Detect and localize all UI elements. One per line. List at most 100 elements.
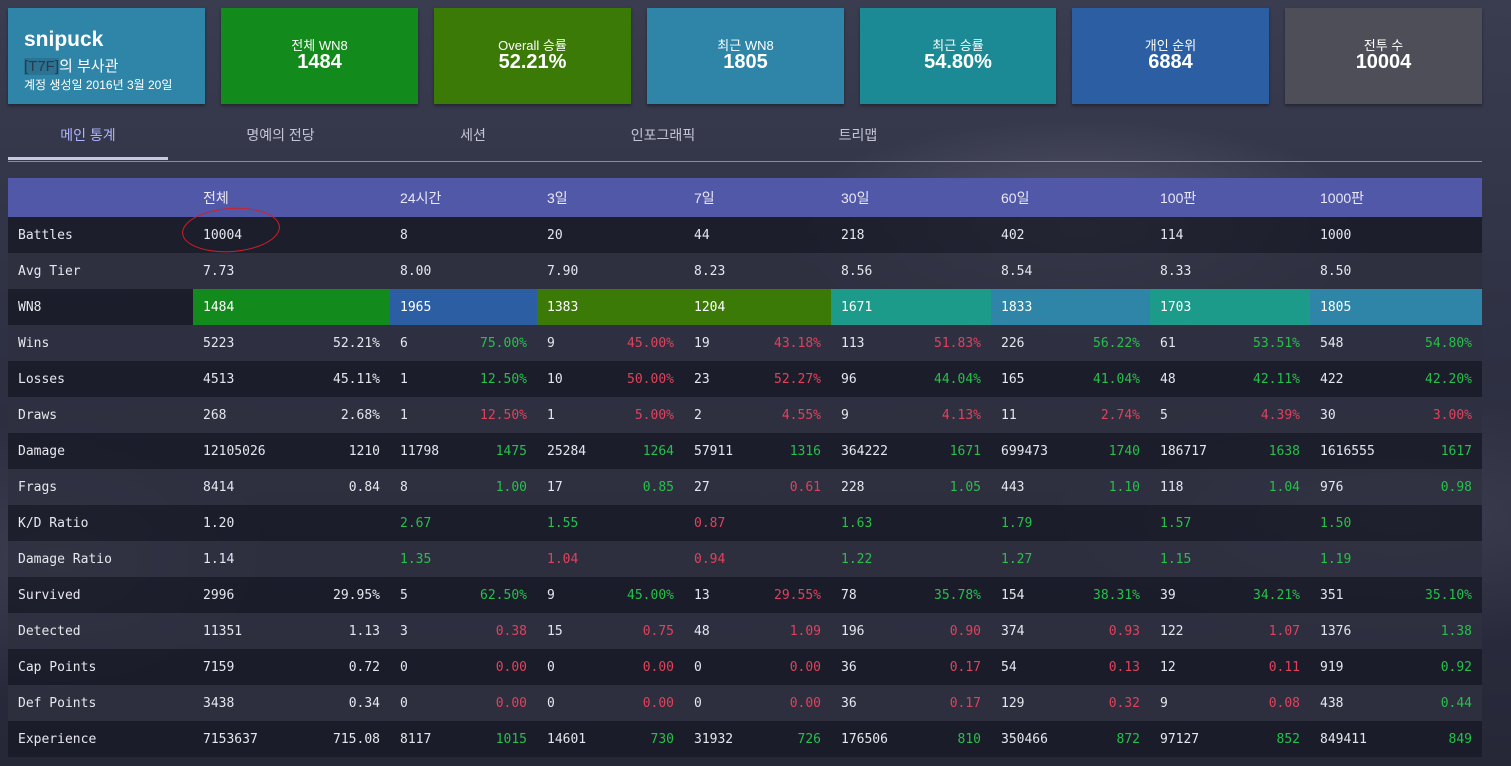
cell-pair: 1616555 1617 (1320, 444, 1472, 459)
cell-value: 5223 (203, 335, 235, 351)
cell-value: 849411 (1320, 731, 1367, 747)
cell-pair: 23 52.27% (694, 372, 821, 387)
cell-value: 176506 (841, 731, 888, 747)
table-cell: 1.27 (991, 541, 1150, 577)
cell-ratio: 4.55% (781, 407, 821, 423)
table-row: Cap Points 7159 0.72 0 0.00 0 0.00 0 0.00 36 0.17 5… (8, 649, 1482, 685)
table-row: Avg Tier 7.73 8.00 7.90 8.23 8.56 8.54 8.33 8.50 (8, 253, 1482, 289)
cell-ratio: 0.61 (789, 479, 821, 495)
row-label: Damage (8, 433, 193, 469)
cell-value: 96 (841, 371, 857, 387)
cell-value: 1 (547, 407, 555, 423)
cell-ratio: 0.34 (348, 695, 380, 711)
column-header[interactable]: 3일 (537, 178, 684, 217)
cell-pair: 4513 45.11% (203, 372, 380, 387)
cell-ratio: 1.09 (789, 623, 821, 639)
cell-value: 699473 (1001, 443, 1048, 459)
table-cell: 31932 726 (684, 721, 831, 757)
table-cell: 0 0.00 (684, 649, 831, 685)
column-header[interactable]: 전체 (193, 178, 390, 217)
table-cell: 849411 849 (1310, 721, 1482, 757)
cell-pair: 226 56.22% (1001, 336, 1140, 351)
table-cell: 6 75.00% (390, 325, 537, 361)
tab-treemap[interactable]: 트리맵 (838, 127, 878, 143)
table-row: Battles 10004 8 20 44 218 402 114 1000 (8, 217, 1482, 253)
column-header[interactable]: 24시간 (390, 178, 537, 217)
tab-sessions[interactable]: 세션 (460, 127, 486, 143)
cell-pair: 3438 0.34 (203, 696, 380, 711)
table-cell: 402 (991, 217, 1150, 253)
cell-pair: 7159 0.72 (203, 660, 380, 675)
cell-ratio: 1740 (1108, 443, 1140, 459)
cell-ratio: 852 (1276, 731, 1300, 747)
clan-rank: 의 부사관 (59, 58, 119, 75)
cell-pair: 57911 1316 (694, 444, 821, 459)
cell-ratio: 0.85 (642, 479, 674, 495)
player-name[interactable]: snipuck (24, 28, 104, 51)
table-cell: 36 0.17 (831, 649, 991, 685)
cell-ratio: 0.72 (348, 659, 380, 675)
table-row: Experience 7153637 715.08 8117 1015 14601 730 3… (8, 721, 1482, 757)
cell-pair: 129 0.32 (1001, 696, 1140, 711)
cell-pair: 17 0.85 (547, 480, 674, 495)
table-body: Battles 10004 8 20 44 218 402 114 1000 Avg Tier 7.… (8, 217, 1482, 757)
cell-pair: 19 43.18% (694, 336, 821, 351)
cell-value: 374 (1001, 623, 1025, 639)
cell-pair: 36 0.17 (841, 660, 981, 675)
cell-pair: 9 0.08 (1160, 696, 1300, 711)
cell-ratio: 38.31% (1093, 587, 1140, 603)
cell-value: 54 (1001, 659, 1017, 675)
cell-pair: 3 0.38 (400, 624, 527, 639)
table-row: Wins 5223 52.21% 6 75.00% 9 45.00% 19 43.18% 113 5… (8, 325, 1482, 361)
table-cell: 218 (831, 217, 991, 253)
cell-value: 118 (1160, 479, 1184, 495)
cell-ratio: 1617 (1440, 443, 1472, 459)
cell-ratio: 35.78% (934, 587, 981, 603)
tab-hall-of-fame[interactable]: 명예의 전당 (246, 127, 315, 143)
cell-value: 48 (1160, 371, 1176, 387)
cell-ratio: 2.74% (1100, 407, 1140, 423)
cell-ratio: 41.04% (1093, 371, 1140, 387)
cell-pair: 0 0.00 (694, 660, 821, 675)
column-header[interactable]: 30일 (831, 178, 991, 217)
cell-pair: 165 41.04% (1001, 372, 1140, 387)
battle-count-card: 전투 수 10004 (1285, 8, 1482, 104)
cell-ratio: 0.17 (949, 659, 981, 675)
wn8-cell: 1703 (1150, 289, 1310, 325)
cell-ratio: 872 (1116, 731, 1140, 747)
column-header[interactable]: 7일 (684, 178, 831, 217)
column-header[interactable]: 1000판 (1310, 178, 1482, 217)
cell-pair: 9 45.00% (547, 336, 674, 351)
cell-value: 1 (400, 407, 408, 423)
cell-pair: 5223 52.21% (203, 336, 380, 351)
table-row: WN8 1484 1965 1383 1204 1671 1833 1703 1805 (8, 289, 1482, 325)
cell-ratio: 45.11% (333, 371, 380, 387)
tab-main-stats[interactable]: 메인 통계 (8, 113, 168, 160)
cell-ratio: 5.00% (634, 407, 674, 423)
cell-ratio: 0.17 (949, 695, 981, 711)
cell-value: 196 (841, 623, 865, 639)
clan-tag[interactable]: [T7F] (24, 58, 60, 75)
cell-value: 443 (1001, 479, 1025, 495)
cell-pair: 13 29.55% (694, 588, 821, 603)
cell-value: 11798 (400, 443, 440, 459)
table-cell: 96 44.04% (831, 361, 991, 397)
cell-value: 422 (1320, 371, 1344, 387)
table-cell: 8 (390, 217, 537, 253)
table-cell: 113 51.83% (831, 325, 991, 361)
row-label: Losses (8, 361, 193, 397)
table-cell: 1 5.00% (537, 397, 684, 433)
column-header[interactable]: 60일 (991, 178, 1150, 217)
cell-ratio: 42.11% (1253, 371, 1300, 387)
column-header[interactable]: 100판 (1150, 178, 1310, 217)
cell-ratio: 849 (1448, 731, 1472, 747)
table-cell: 268 2.68% (193, 397, 390, 433)
row-label: Avg Tier (8, 253, 193, 289)
table-cell: 0 0.00 (537, 685, 684, 721)
cell-ratio: 29.55% (774, 587, 821, 603)
overall-winrate-card: Overall 승률 52.21% (434, 8, 631, 104)
cell-pair: 12 0.11 (1160, 660, 1300, 675)
table-cell: 122 1.07 (1150, 613, 1310, 649)
cell-ratio: 0.93 (1108, 623, 1140, 639)
tab-infographic[interactable]: 인포그래픽 (630, 127, 696, 143)
